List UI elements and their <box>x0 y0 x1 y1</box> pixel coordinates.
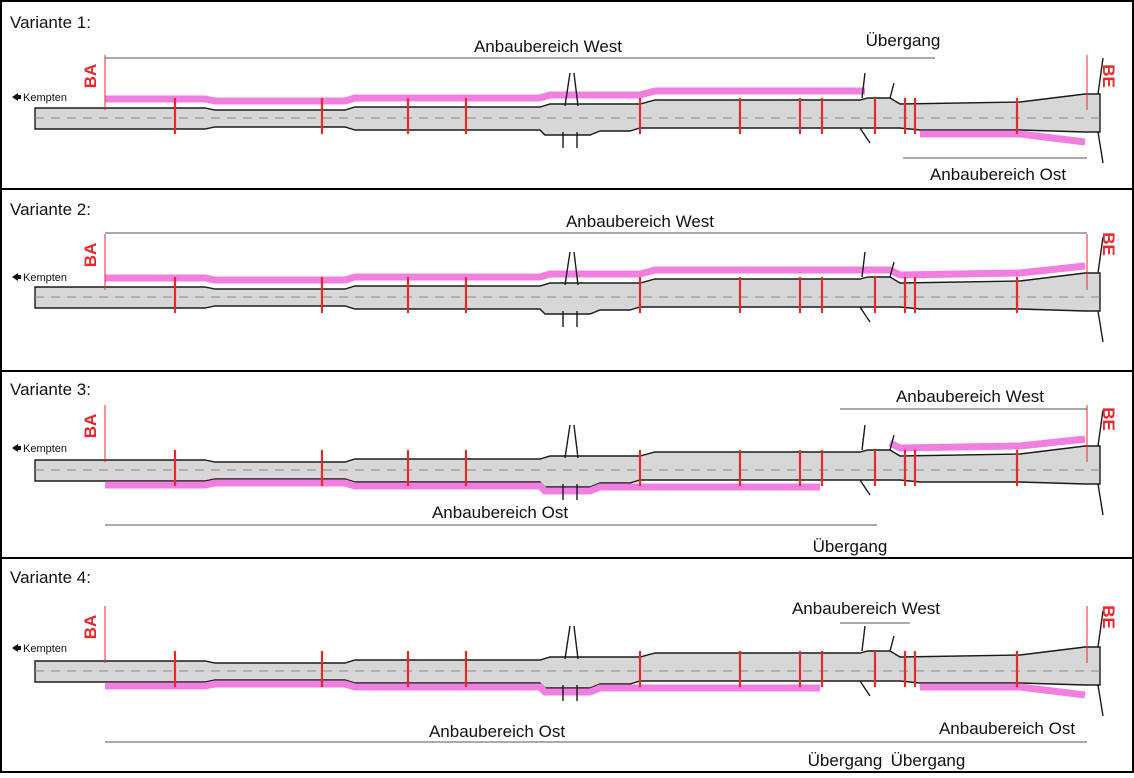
end-marker: BE <box>1099 232 1118 256</box>
arrow-left-icon-stem <box>17 446 21 450</box>
annotation-label: Anbaubereich West <box>566 212 714 231</box>
annotation-label: Übergang <box>813 537 888 556</box>
widening-east <box>105 479 820 495</box>
road <box>34 236 1104 343</box>
road-surface <box>34 272 1101 315</box>
annotation-label: Anbaubereich Ost <box>930 165 1066 184</box>
panel-variante-2: Variante 2: BA BE Kempten Anbaubereich W… <box>10 200 1118 343</box>
arrow-left-icon-stem <box>17 646 21 650</box>
panel-variante-4: Variante 4: BA BE Kempten Anbaubereich W… <box>10 568 1118 770</box>
start-marker: BA <box>81 615 100 640</box>
annotation-label: Anbaubereich Ost <box>432 503 568 522</box>
road <box>34 409 1104 516</box>
cross-road <box>562 424 579 500</box>
junction-edge <box>859 236 1104 343</box>
widening-east <box>105 680 820 696</box>
arrow-left-icon <box>12 444 18 452</box>
annotation-label: Anbaubereich Ost <box>939 719 1075 738</box>
arrow-left-icon-stem <box>17 95 21 99</box>
road-surface <box>34 445 1101 488</box>
junction-edge <box>859 409 1104 516</box>
annotation-label: Anbaubereich Ost <box>429 722 565 741</box>
start-marker: BA <box>81 243 100 268</box>
cross-road <box>562 251 579 327</box>
annotation-label: Anbaubereich West <box>474 37 622 56</box>
arrow-left-icon <box>12 644 18 652</box>
cross-road <box>562 625 579 701</box>
junction-edge <box>859 610 1104 717</box>
end-marker: BE <box>1099 407 1118 431</box>
road-surface <box>34 93 1101 136</box>
arrow-left-icon-stem <box>17 275 21 279</box>
panel-title: Variante 1: <box>10 13 91 32</box>
road <box>34 57 1104 164</box>
road <box>34 610 1104 717</box>
widening-west <box>105 262 1086 284</box>
end-marker: BE <box>1099 605 1118 629</box>
cross-road <box>562 72 579 148</box>
start-marker: BA <box>81 414 100 439</box>
direction-label: Kempten <box>23 643 67 655</box>
widening-west <box>888 435 1086 452</box>
panel-variante-1: Variante 1: BA BE Kempten Anbaubereich W… <box>10 13 1118 184</box>
panel-title: Variante 2: <box>10 200 91 219</box>
annotation-label: Übergang <box>808 751 883 770</box>
panel-title: Variante 3: <box>10 380 91 399</box>
end-marker: BE <box>1099 64 1118 88</box>
arrow-left-icon <box>12 93 18 101</box>
road-surface <box>34 646 1101 689</box>
annotation-label: Anbaubereich West <box>792 599 940 618</box>
direction-label: Kempten <box>23 443 67 455</box>
annotation-label: Übergang <box>866 31 941 50</box>
panel-variante-3: Variante 3: BA BE Kempten Anbaubereich W… <box>10 380 1118 556</box>
widening-east <box>920 130 1086 146</box>
panel-title: Variante 4: <box>10 568 91 587</box>
direction-label: Kempten <box>23 272 67 284</box>
widening-west <box>105 87 865 105</box>
annotation-label: Übergang <box>891 751 966 770</box>
annotation-label: Anbaubereich West <box>896 387 1044 406</box>
widening-east <box>920 683 1086 699</box>
arrow-left-icon <box>12 273 18 281</box>
direction-label: Kempten <box>23 92 67 104</box>
junction-edge <box>859 57 1104 164</box>
start-marker: BA <box>81 64 100 89</box>
